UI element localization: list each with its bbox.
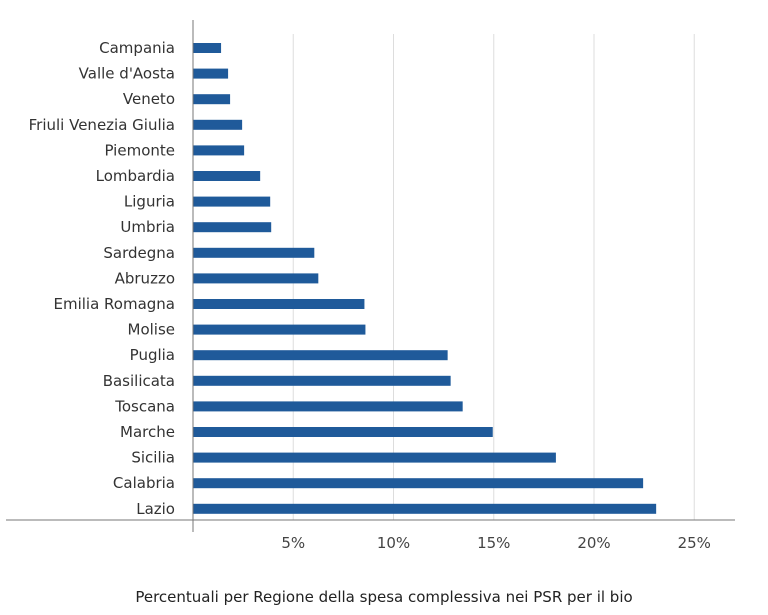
category-label: Veneto: [123, 90, 175, 108]
category-label: Marche: [120, 423, 175, 441]
category-label: Sardegna: [103, 244, 175, 262]
bars-layer: [193, 43, 657, 514]
bar: [193, 247, 315, 258]
bar: [193, 478, 644, 489]
bar: [193, 375, 451, 386]
category-label: Friuli Venezia Giulia: [29, 116, 175, 134]
category-labels: Campania Valle d'Aosta Veneto Friuli Venezi…: [29, 39, 175, 518]
bar: [193, 171, 261, 181]
x-tick-label: 5%: [281, 534, 305, 552]
category-label: Lombardia: [96, 167, 175, 185]
category-label: Campania: [99, 39, 175, 57]
category-label: Umbria: [120, 218, 175, 236]
grid-layer: [292, 34, 695, 520]
bar: [193, 94, 231, 105]
category-label: Puglia: [130, 346, 175, 364]
bar: [193, 299, 365, 309]
x-tick-label: 20%: [577, 534, 610, 552]
bar: [193, 324, 366, 335]
x-tick-labels: 5% 10% 15% 20% 25%: [281, 534, 711, 552]
axes-layer: [6, 20, 735, 532]
bar: [193, 273, 319, 284]
category-label: Toscana: [114, 397, 175, 415]
category-label: Calabria: [113, 474, 175, 492]
category-label: Valle d'Aosta: [79, 65, 175, 83]
bar: [193, 401, 463, 412]
category-label: Emilia Romagna: [53, 295, 175, 313]
category-label: Sicilia: [131, 449, 175, 467]
bar: [193, 196, 271, 207]
category-label: Molise: [128, 321, 176, 339]
bar: [193, 350, 448, 361]
category-label: Basilicata: [103, 372, 175, 390]
category-label: Liguria: [124, 193, 175, 211]
chart-title: Percentuali per Regione della spesa comp…: [135, 588, 633, 606]
bar: [193, 145, 245, 156]
bar: [193, 427, 493, 437]
x-tick-label: 10%: [377, 534, 410, 552]
bar: [193, 452, 556, 463]
x-tick-label: 25%: [678, 534, 711, 552]
category-label: Piemonte: [104, 141, 175, 159]
bar: [193, 503, 657, 514]
category-label: Abruzzo: [115, 269, 175, 287]
bar: [193, 119, 243, 130]
category-label: Lazio: [136, 500, 175, 518]
bar: [193, 43, 222, 53]
bar: [193, 68, 229, 79]
bar: [193, 222, 272, 233]
x-tick-label: 15%: [477, 534, 510, 552]
